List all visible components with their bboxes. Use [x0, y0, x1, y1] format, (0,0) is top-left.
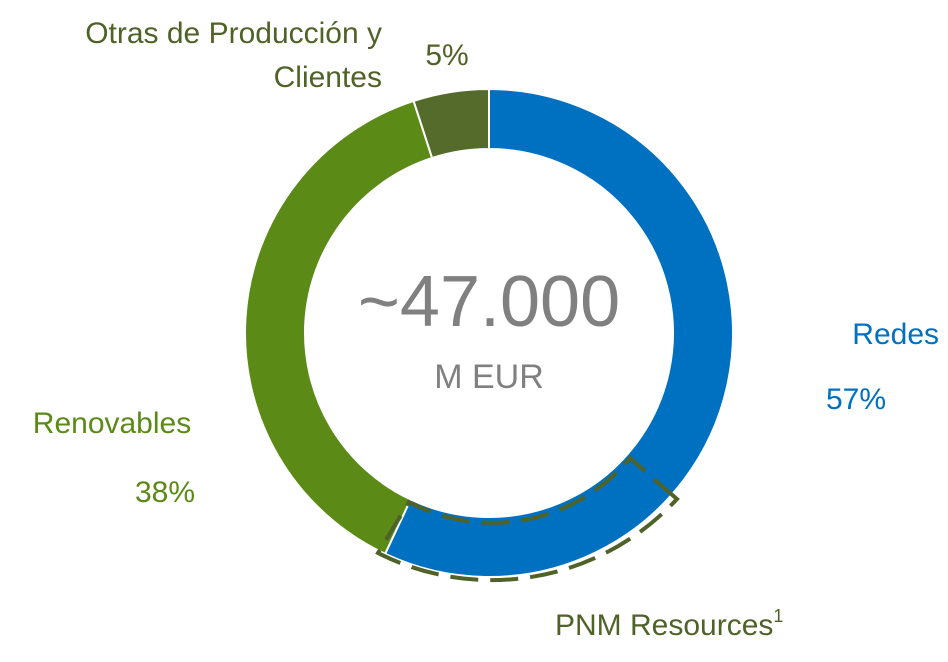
donut-slice — [412, 87, 490, 160]
center-text: ~47.000 — [358, 262, 620, 342]
value-label: 57% — [826, 383, 886, 416]
slice-label: Redes — [852, 318, 939, 351]
value-label: 38% — [135, 476, 195, 509]
pnm-outline — [375, 455, 680, 583]
annotation-sup: 1 — [773, 606, 783, 626]
donut-slice — [383, 87, 734, 578]
slice-label: Otras de Producción y Clientes — [85, 17, 382, 94]
center-subtext: M EUR — [434, 358, 544, 396]
annotation: PNM Resources1 — [555, 606, 783, 642]
value-label: 5% — [425, 39, 468, 72]
slice-label: Renovables — [33, 407, 191, 440]
annotation-text: PNM Resources — [555, 609, 773, 642]
donut-slice — [244, 99, 434, 556]
